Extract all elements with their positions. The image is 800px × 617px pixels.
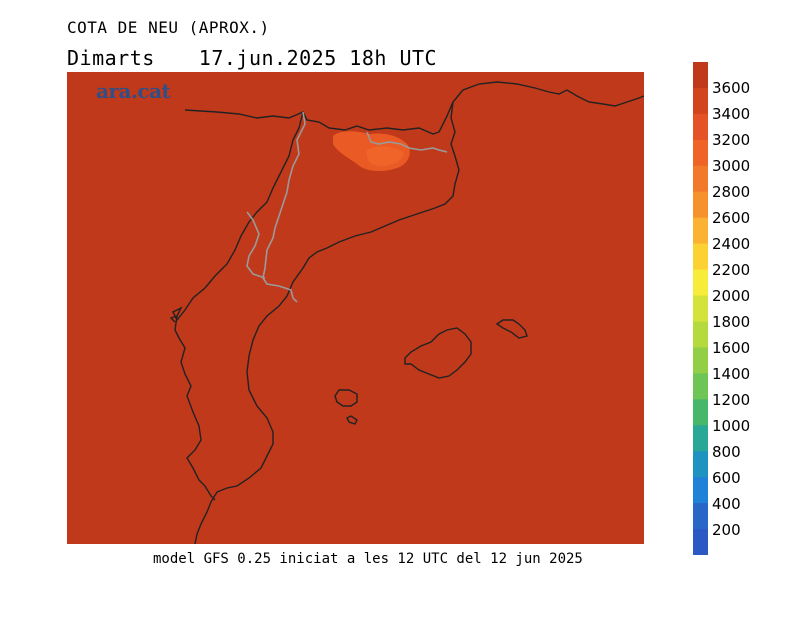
colorbar-tick-label: 1000 <box>712 416 751 435</box>
coastlines <box>169 81 644 544</box>
colorbar-labels: 3600 3400 3200 3000 2800 2600 2400 2200 2000 1800… <box>712 62 792 555</box>
colorbar-segment <box>693 347 708 374</box>
map-title: COTA DE NEU (APROX.) <box>67 18 270 37</box>
subtitle-day: Dimarts <box>67 46 155 70</box>
colorbar-segment <box>693 62 708 89</box>
colorbar-segment <box>693 373 708 400</box>
model-info-footer: model GFS 0.25 iniciat a les 12 UTC del … <box>153 551 583 567</box>
snow-level-map <box>67 72 644 544</box>
colorbar-tick-label: 2600 <box>712 209 751 228</box>
colorbar-segment <box>693 425 708 452</box>
colorbar-tick-label: 3000 <box>712 157 751 176</box>
colorbar-segment <box>693 503 708 530</box>
colorbar-tick-label: 600 <box>712 468 741 487</box>
colorbar-tick-label: 2200 <box>712 261 751 280</box>
colorbar-segment <box>693 165 708 193</box>
subtitle-datetime: 17.jun.2025 18h UTC <box>198 46 438 70</box>
colorbar <box>693 62 708 555</box>
colorbar-tick-label: 1600 <box>712 338 751 357</box>
colorbar-tick-label: 1800 <box>712 312 751 331</box>
colorbar-segment <box>693 477 708 504</box>
colorbar-segment <box>693 295 708 322</box>
colorbar-tick-label: 1400 <box>712 364 751 383</box>
colorbar-tick-label: 3600 <box>712 79 751 98</box>
colorbar-segment <box>693 217 708 245</box>
colorbar-tick-label: 2000 <box>712 287 751 306</box>
colorbar-tick-label: 3400 <box>712 105 751 124</box>
colorbar-segment <box>693 191 708 219</box>
colorbar-segment <box>693 87 708 115</box>
colorbar-tick-label: 1200 <box>712 390 751 409</box>
colorbar-segment <box>693 269 708 297</box>
snow-level-patch-peak <box>366 146 404 167</box>
colorbar-segment <box>693 321 708 348</box>
colorbar-segment <box>693 243 708 271</box>
region-borders <box>246 111 448 303</box>
colorbar-segment <box>693 529 708 555</box>
colorbar-tick-label: 2800 <box>712 183 751 202</box>
colorbar-segment <box>693 451 708 478</box>
colorbar-tick-label: 800 <box>712 442 741 461</box>
colorbar-segment <box>693 399 708 426</box>
map-subtitle: Dimarts 17.jun.2025 18h UTC <box>67 46 437 70</box>
ara-cat-logo: ara.cat <box>96 79 171 103</box>
colorbar-segment <box>693 113 708 141</box>
colorbar-tick-label: 200 <box>712 520 741 539</box>
colorbar-tick-label: 400 <box>712 494 741 513</box>
colorbar-segment <box>693 139 708 167</box>
colorbar-tick-label: 2400 <box>712 235 751 254</box>
colorbar-tick-label: 3200 <box>712 131 751 150</box>
